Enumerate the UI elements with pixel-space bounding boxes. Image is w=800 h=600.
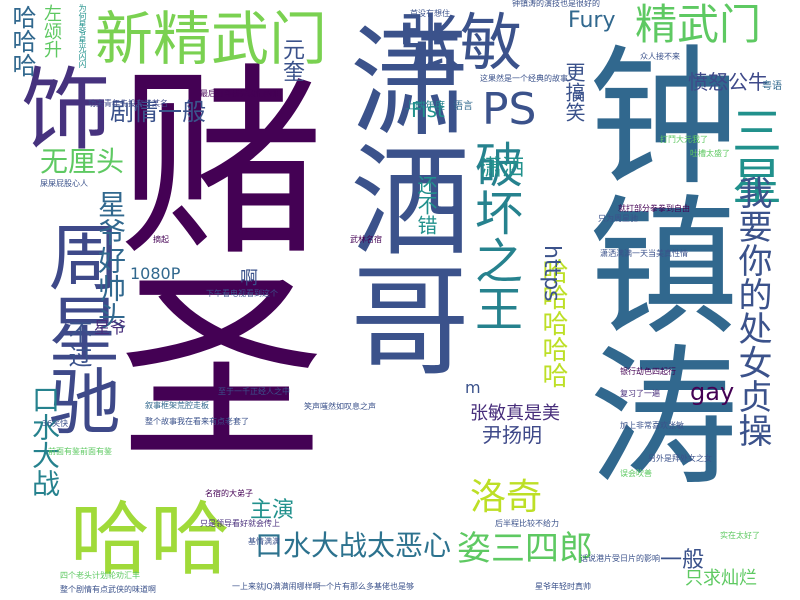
word-jilao: 一个片有那么多基佬也是够: [318, 582, 414, 591]
word-qianmian: 前面有鉴前面有鉴: [48, 447, 112, 456]
word-zhongren: 众人接不来: [640, 52, 680, 61]
word-yinhang: 银行劫色四起行: [620, 367, 676, 376]
word-chunv: 我要你的处女贞操: [732, 175, 772, 447]
word-tucao: 吐槽太盛了: [690, 149, 730, 158]
word-jingdian: 这果然是一个经典的故事: [480, 74, 568, 83]
word-shi: 饰: [5, 62, 110, 152]
word-xushi: 叙事框架荒腔走板: [145, 401, 209, 410]
word-luoqi: 洛奇: [470, 477, 543, 518]
word-sige-laotou: 四个老头计划轮劝汇丰: [60, 571, 140, 580]
word-juqing-yiban: 剧情一般: [110, 98, 206, 126]
word-ps: PS: [482, 84, 537, 135]
word-yuankui: 元奎: [279, 38, 304, 82]
word-jiashang: 加上非常喜欢张敏: [620, 421, 684, 430]
word-zhaiqi: 摘起: [153, 235, 169, 244]
word-zi-san-si-lang: 姿三四郎: [457, 529, 593, 569]
word-gongfu-qingnian: 功夫青年先投奔了某名: [88, 99, 168, 108]
word-fist: Fist: [411, 98, 445, 122]
word-laotao: 整个故事我在看来有点老套了: [145, 417, 249, 426]
word-shizai: 实在太好了: [720, 531, 760, 540]
word-lingdao: 只是领导看好就会传上: [200, 519, 280, 528]
word-houbancheng: 后半程比较不给力: [495, 519, 559, 528]
word-weihe: 为何星爷星光闪闪: [78, 4, 87, 68]
word-xingye-shuai: 星爷年轻时真帅: [535, 582, 591, 591]
word-a: 啊: [240, 268, 258, 289]
word-https: https: [539, 245, 564, 302]
word-hahaha: 哈哈哈: [8, 5, 36, 77]
word-pohuai-zhiwang: 破坏之王: [466, 140, 522, 332]
word-fury: Fury: [568, 8, 616, 33]
word-zhangmin-mei: 张敏真是美: [470, 403, 560, 424]
word-koushui-dazhan: 口水大战: [28, 385, 61, 497]
word-zhong-zhentao: 钟镇涛: [563, 38, 737, 488]
word-zuosongsheng: 左颂升: [41, 4, 62, 58]
word-36xiaokuai: 36笑快: [42, 419, 69, 428]
word-buguo: 不过: [64, 320, 92, 368]
word-jiuda: 就打部分拳拳到自由: [618, 204, 690, 213]
word-dusheng: 赌圣: [84, 55, 322, 465]
word-dadou: 打鬥大元我了: [660, 135, 708, 144]
word-dadizi: 名宿的大弟子: [205, 489, 253, 498]
word-fuxi: 复习了一遍: [620, 389, 660, 398]
word-haha: 哈哈: [70, 493, 230, 586]
word-xiaosa: 潇洒: [480, 156, 525, 181]
word-jq: 一上来就JQ满满闹哪样啊: [232, 582, 321, 591]
word-zhiqiu-canlan: 只求灿烂: [685, 568, 757, 589]
word-xingye-haoshuai: 星爷好帅头: [94, 190, 127, 330]
word-hahahahaha: 哈哈哈哈哈: [538, 258, 568, 388]
word-xiawu: 下午看电视看到这个: [206, 289, 278, 298]
word-yin-yangming: 尹扬明: [482, 423, 542, 447]
word-sanxing: 三星: [724, 105, 782, 205]
word-gangpian: 话说港片受日片的影响: [580, 554, 660, 563]
word-yanji: 钟镇涛的演技也是很好的: [512, 0, 600, 8]
word-m: m: [465, 378, 481, 397]
word-jingwumen: 精武门: [635, 0, 762, 49]
word-zhuyan: 主演: [250, 498, 295, 523]
word-yiban: 一般: [660, 548, 705, 573]
word-shangying-niandu: 上映年度: [405, 101, 445, 112]
word-xin-jingwumen: 新精武门: [95, 5, 328, 73]
word-xiao: 笑: [571, 90, 585, 102]
word-1080p: 1080P: [130, 264, 181, 283]
word-wulin-mingsu: 武林名宿: [350, 235, 382, 244]
word-yueyu: 粤语: [762, 81, 782, 92]
word-zhou-xingchi: 周星驰: [36, 220, 120, 436]
word-shoumei: 首没有想住: [410, 9, 450, 18]
word-fennu-gongniu: 愤怒公牛: [688, 70, 768, 94]
word-zhiwei-xingchi: 只为周星驰: [598, 214, 638, 223]
word-lingwai: 另外是拜处女之女: [648, 454, 712, 463]
word-hai-bucuo: 还不错: [414, 175, 438, 235]
word-xiaosa-yitian: 潇洒满满一天当美真性情: [600, 249, 688, 258]
word-geng-gaoxiao: 更搞笑: [562, 62, 586, 122]
word-xiaosa-ge: 潇洒哥: [329, 18, 468, 378]
word-zhangmin: 张敏: [398, 6, 523, 79]
word-wuhui: 误会吹善: [620, 469, 652, 478]
word-wuxia: 整个剧情有点武侠的味道啊: [60, 585, 156, 594]
word-yuyan: 语言: [453, 101, 473, 112]
word-shishi: 屎屎屁股心人: [40, 179, 88, 188]
word-gay: gay: [690, 378, 735, 406]
word-xiaosheng: 笑声嗤然如叹息之声: [304, 402, 376, 411]
word-xingye: 星爷: [94, 318, 127, 337]
word-zhengjing: 至于一千正经人之中: [218, 387, 290, 396]
word-jiqing-manman: 基情满满: [248, 537, 280, 546]
word-wulitou: 无厘头: [40, 145, 125, 178]
word-koushui-taiexin: 口水大战太恶心: [255, 529, 452, 562]
word-zuihou: 最后打斗拼完段情的谁: [200, 89, 280, 98]
